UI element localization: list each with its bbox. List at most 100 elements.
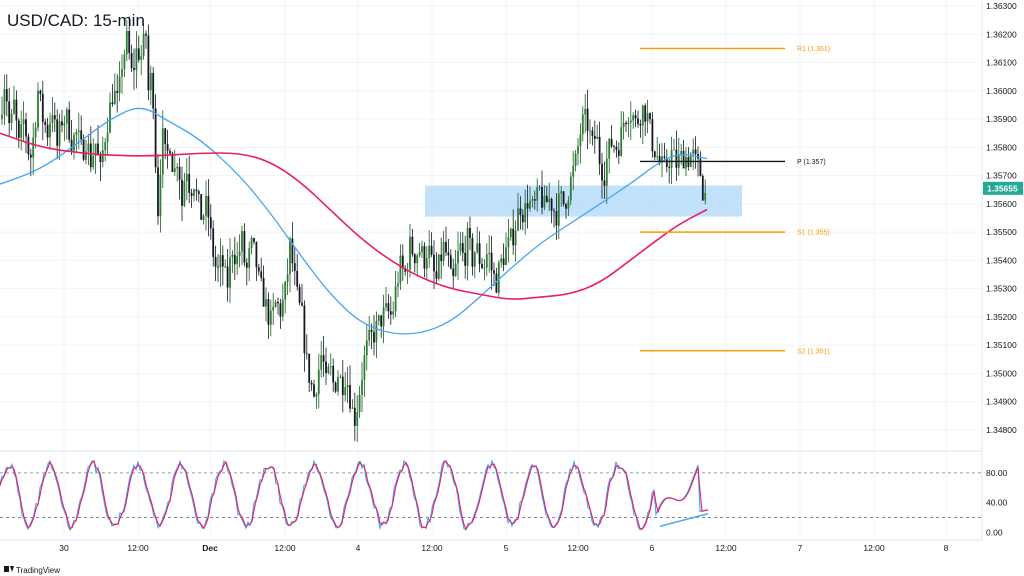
candle-body [521,214,524,223]
candle-body [541,187,543,208]
candle-body [337,377,339,392]
candle-body [274,301,277,307]
candle-body [656,156,659,158]
candle-body [260,271,263,278]
candle-body [584,108,587,115]
candle-body [97,143,99,156]
candle-body [670,150,673,168]
candle-body [25,119,27,137]
candle-body [147,35,150,91]
candle-body [421,246,423,252]
price-axis-tick: 1.35200 [986,312,1017,322]
candle-body [401,255,404,269]
candle-body [106,132,109,142]
candle-body [205,195,207,216]
candle-body [476,243,479,253]
candle-body [325,361,327,374]
candle-body [128,30,131,53]
candle-body [346,384,349,388]
candle-body [193,189,195,196]
candle-body [226,266,229,288]
candle-body [303,305,306,354]
candle-body [178,166,181,180]
candle-body [668,166,671,168]
candle-body [531,199,534,201]
candle-body [533,199,536,201]
candle-body [461,243,464,253]
candle-body [1,114,3,120]
candle-body [442,241,445,262]
candle-body [377,315,380,321]
main-price-pane: R1 (1.361) P (1.357) S1 (1.355) S2 (1.351) [0,0,982,540]
candle-body [351,407,354,409]
candle-body [598,136,601,164]
pivot-level-label: R1 (1.361) [797,46,830,53]
candle-body [341,376,344,396]
candle-body [5,89,8,102]
candle-body [39,90,42,94]
candle-body [229,257,231,288]
pivot-levels: R1 (1.361) P (1.357) S1 (1.355) S2 (1.351) [640,46,830,355]
time-axis[interactable]: 30 12:00 Dec 12:00 4 12:00 5 12:00 6 12:00 7 12:00 8 [59,543,948,553]
candle-body [169,150,171,154]
candle-body [418,251,421,256]
oscillator-axis[interactable]: 80.00 40.00 0.00 [986,468,1008,537]
candle-body [394,286,397,312]
candle-body [356,412,359,426]
candle-body [641,105,644,126]
candle-body [68,109,71,140]
price-axis-tick: 1.35000 [986,368,1017,378]
candle-body [632,115,635,121]
candle-body [349,384,351,409]
candle-body [509,228,512,238]
candle-body [493,270,495,274]
candle-body [29,154,32,158]
candle-body [572,165,575,177]
price-axis-tick: 1.34800 [986,425,1017,435]
candle-body [433,254,435,272]
candle-body [73,134,75,151]
candle-body [524,203,527,223]
candle-body [591,130,594,136]
candle-body [27,136,30,155]
candle-body [94,143,97,156]
candle-body [550,198,553,211]
candle-body [286,274,289,282]
price-axis[interactable]: 1.36300 1.36200 1.36100 1.36000 1.35900 1.358… [986,1,1017,435]
candle-body [562,191,565,205]
candle-body [435,271,438,279]
divergence-line [659,513,709,528]
candle-body [202,215,205,220]
candle-body [353,407,356,426]
candle-body [682,150,685,169]
candle-body [361,379,363,396]
candle-body [63,123,66,126]
candle-body [133,67,135,71]
candle-body [634,115,637,119]
candle-body [644,105,647,122]
candle-body [646,113,649,122]
candle-body [699,158,702,176]
tradingview-logo[interactable]: TradingView [4,566,60,575]
time-axis-tick: Dec [202,543,218,553]
candle-body [142,33,145,57]
candle-body [358,395,361,413]
candle-body [389,311,392,315]
candle-body [173,168,176,172]
candle-body [437,254,440,279]
price-axis-tick: 1.36200 [986,29,1017,39]
candle-body [157,167,159,217]
candle-body [22,119,25,125]
candle-body [236,256,239,265]
candle-body [99,155,102,163]
candle-body [207,195,210,218]
candle-body [166,144,169,151]
candle-body [466,227,469,266]
candle-body [610,138,613,147]
candle-body [452,268,455,276]
candle-body [3,89,6,115]
candle-body [545,195,548,203]
candle-body [197,191,200,195]
candle-body [692,149,695,154]
candle-body [243,231,246,263]
